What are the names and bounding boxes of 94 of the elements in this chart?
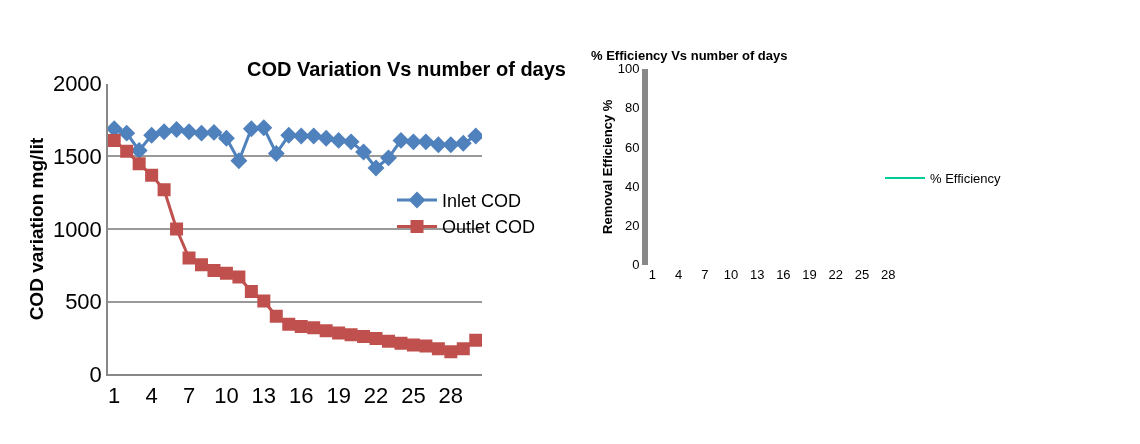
x-tick-label: 19 (802, 266, 817, 282)
point (168, 121, 186, 138)
point (145, 168, 159, 182)
point (307, 321, 321, 335)
y-axis-title: Removal Efficiency % (600, 99, 616, 234)
point (317, 129, 335, 147)
point (267, 145, 285, 162)
point (143, 126, 161, 144)
y-axis-title: COD variation mg/lit (26, 137, 48, 321)
point (394, 336, 408, 350)
x-tick-label: 1 (108, 382, 121, 408)
point (355, 143, 373, 161)
point (282, 317, 296, 331)
point (431, 342, 445, 356)
y-tick-label: 1000 (52, 216, 102, 242)
point (207, 263, 221, 277)
x-tick-label: 25 (854, 266, 870, 282)
point (342, 133, 360, 151)
point (406, 338, 420, 352)
x-tick-label: 10 (214, 382, 239, 408)
y-tick-label: 0 (89, 362, 102, 388)
point (380, 149, 397, 167)
x-tick-label: 10 (723, 266, 739, 282)
point (269, 309, 283, 323)
point (357, 330, 371, 344)
point (442, 136, 460, 154)
point (456, 342, 470, 356)
x-tick-label: 22 (363, 382, 389, 408)
chart-title: COD Variation Vs number of days (247, 58, 566, 80)
point (255, 119, 273, 137)
legend-label: % Efficiency (930, 171, 1002, 187)
chart-title: % Efficiency Vs number of days (591, 48, 788, 63)
point (118, 124, 136, 142)
y-tick-label: 40 (624, 178, 640, 194)
y-tick-label: 1500 (52, 144, 102, 170)
y-tick-label: 500 (65, 289, 102, 315)
point (429, 136, 447, 154)
point (305, 127, 323, 145)
point (193, 124, 210, 142)
point (332, 326, 346, 340)
point (292, 127, 310, 145)
point (170, 222, 184, 236)
point (469, 333, 482, 347)
point (244, 285, 258, 299)
y-tick-label: 100 (617, 61, 640, 77)
point (392, 131, 410, 149)
point (205, 123, 223, 141)
x-tick-label: 22 (828, 266, 843, 282)
point (404, 133, 422, 151)
x-tick-label: 28 (880, 266, 896, 282)
x-tick-label: 1 (648, 266, 656, 282)
point (120, 144, 134, 158)
point (330, 131, 348, 149)
point (382, 334, 395, 348)
point (417, 133, 435, 151)
point (369, 331, 383, 345)
point (230, 152, 248, 170)
point (132, 157, 146, 171)
point (367, 159, 385, 177)
x-tick-label: 7 (701, 266, 709, 282)
point (108, 133, 121, 147)
x-tick-label: 4 (674, 266, 683, 282)
x-tick-label: 16 (776, 266, 791, 282)
point (219, 266, 233, 280)
point (182, 251, 196, 265)
point (319, 324, 333, 338)
x-tick-label: 13 (749, 266, 765, 282)
y-tick-label: 80 (624, 100, 640, 116)
x-tick-label: 19 (326, 382, 351, 408)
x-tick-label: 13 (251, 382, 277, 408)
y-tick-label: 2000 (52, 71, 102, 97)
point (242, 120, 260, 138)
point (344, 328, 358, 342)
point (444, 345, 458, 359)
point (232, 270, 246, 284)
point (155, 123, 173, 141)
y-tick-label: 0 (632, 257, 640, 273)
point (195, 258, 208, 272)
point (257, 294, 271, 308)
x-tick-label: 4 (145, 382, 158, 408)
x-tick-label: 16 (288, 382, 314, 408)
x-tick-label: 28 (438, 382, 464, 408)
point (157, 183, 171, 197)
legend-label: Inlet COD (442, 191, 522, 212)
point (180, 123, 198, 141)
point (419, 339, 433, 353)
point (294, 319, 308, 333)
point (217, 129, 235, 147)
x-tick-label: 7 (182, 382, 196, 408)
y-tick-label: 60 (624, 139, 640, 155)
legend-label: Outlet COD (442, 217, 536, 238)
point (454, 134, 472, 152)
y-tick-label: 20 (624, 218, 640, 234)
x-tick-label: 25 (401, 382, 426, 408)
